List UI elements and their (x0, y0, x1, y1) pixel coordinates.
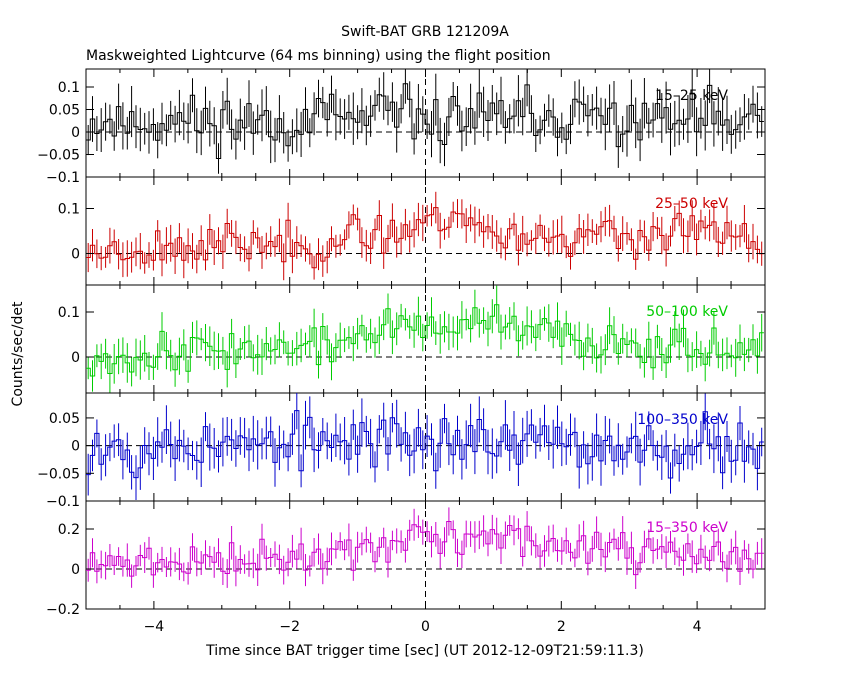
panel-3: 0 0.1 50–100 keV (58, 284, 766, 394)
y-tick-label: −0.1 (46, 494, 80, 510)
chart-title: Swift-BAT GRB 121209A (341, 24, 509, 40)
series-4 (86, 393, 764, 500)
panel-1: −0.1 −0.05 0 0.05 0.1 15–25 keV (37, 68, 766, 186)
y-tick-label: 0.1 (58, 305, 80, 321)
light-curve-line (86, 207, 764, 269)
band-label: 15–350 keV (646, 520, 728, 536)
y-tick-label: 0.05 (49, 411, 80, 427)
y-tick-label: −0.1 (46, 170, 80, 186)
x-tick-label: −2 (279, 619, 300, 635)
y-tick-label: 0.2 (58, 522, 80, 538)
band-label: 100–350 keV (637, 412, 728, 428)
y-tick-label: −0.05 (37, 148, 80, 164)
panel-4: −0.1 −0.05 0 0.05 100–350 keV (37, 392, 766, 510)
band-label: 25–50 keV (655, 196, 728, 212)
y-tick-label: 0.1 (58, 202, 80, 218)
x-tick-label: −4 (144, 619, 165, 635)
y-tick-label: 0 (71, 125, 80, 141)
y-tick-label: 0 (71, 350, 80, 366)
series-1 (86, 69, 764, 174)
light-curve-line (86, 521, 764, 577)
y-tick-label: 0 (71, 247, 80, 263)
series-5 (86, 507, 764, 589)
x-axis-label: Time since BAT trigger time [sec] (UT 20… (205, 643, 644, 659)
series-2 (86, 191, 764, 281)
band-label: 15–25 keV (655, 88, 728, 104)
y-axis-label: Counts/sec/det (10, 301, 26, 406)
band-label: 50–100 keV (646, 304, 728, 320)
y-tick-label: 0.1 (58, 80, 80, 96)
panel-2: 0 0.1 25–50 keV (58, 176, 766, 286)
chart-subtitle: Maskweighted Lightcurve (64 ms binning) … (86, 48, 551, 64)
x-tick-label: 4 (693, 619, 702, 635)
series-3 (86, 285, 764, 393)
panel-5: −0.2 0 0.2 15–350 keV (46, 500, 766, 618)
y-tick-label: −0.05 (37, 466, 80, 482)
light-curve-line (86, 410, 764, 479)
x-tick-label: 0 (421, 619, 430, 635)
y-tick-label: 0 (71, 439, 80, 455)
light-curve-line (86, 304, 764, 377)
x-tick-label: 2 (557, 619, 566, 635)
light-curve-line (86, 83, 764, 159)
y-tick-label: 0 (71, 562, 80, 578)
y-tick-label: −0.2 (46, 602, 80, 618)
y-tick-label: 0.05 (49, 103, 80, 119)
